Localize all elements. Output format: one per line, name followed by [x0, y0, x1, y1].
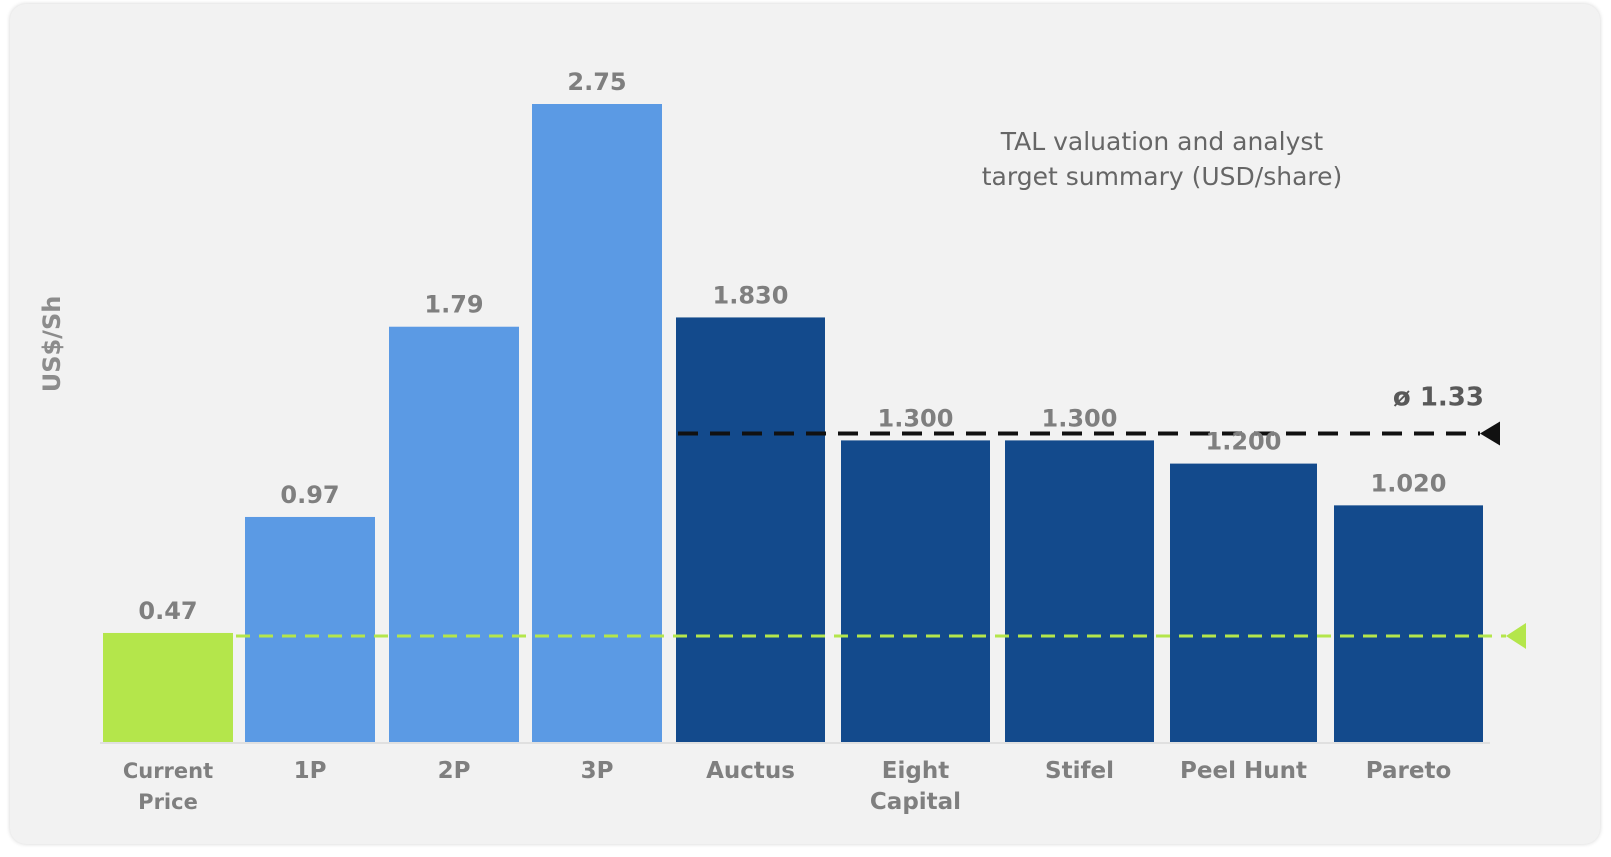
- category-label-5-line-1: Capital: [870, 789, 961, 815]
- category-label-0-line-1: Price: [138, 790, 198, 814]
- value-label-0: 0.47: [138, 597, 197, 625]
- bar-6: [1005, 440, 1154, 742]
- bar-1: [245, 516, 375, 742]
- category-label-6: Stifel: [1045, 758, 1114, 784]
- category-label-5-line-0: Eight: [882, 758, 949, 784]
- category-label-2: 2P: [438, 758, 471, 784]
- bar-5: [841, 440, 990, 742]
- category-label-3: 3P: [581, 758, 614, 784]
- value-label-8: 1.020: [1371, 469, 1447, 497]
- value-label-7: 1.200: [1206, 428, 1282, 456]
- value-label-6: 1.300: [1042, 404, 1118, 432]
- chart-title-line-1: target summary (USD/share): [982, 162, 1343, 191]
- category-label-8: Pareto: [1366, 758, 1452, 784]
- value-label-3: 2.75: [567, 68, 626, 96]
- bar-chart: 0.47 Current Price 0.97 1P 1.79 2P 2.75 3P 1.830 A…: [38, 68, 1526, 815]
- average-line-label: ø 1.33: [1393, 382, 1484, 412]
- bar-0: [103, 632, 233, 742]
- bar-2: [389, 326, 519, 742]
- bar-4: [676, 317, 825, 742]
- chart-card: 0.47 Current Price 0.97 1P 1.79 2P 2.75 3P 1.830 A…: [10, 4, 1600, 844]
- y-axis-label: US$/Sh: [38, 296, 66, 393]
- value-label-2: 1.79: [424, 291, 483, 319]
- bar-7: [1170, 463, 1317, 742]
- category-label-4: Auctus: [706, 758, 795, 784]
- current-price-arrow-icon: [1506, 622, 1526, 649]
- category-label-0-line-0: Current: [123, 759, 213, 783]
- chart-title-line-0: TAL valuation and analyst: [1000, 127, 1324, 156]
- value-label-5: 1.300: [878, 404, 954, 432]
- bar-8: [1334, 505, 1483, 742]
- category-label-7: Peel Hunt: [1180, 758, 1307, 784]
- bar-3: [532, 104, 662, 742]
- value-label-4: 1.830: [713, 281, 789, 309]
- value-label-1: 0.97: [280, 481, 339, 509]
- category-label-1: 1P: [294, 758, 327, 784]
- average-arrow-icon: [1480, 421, 1500, 446]
